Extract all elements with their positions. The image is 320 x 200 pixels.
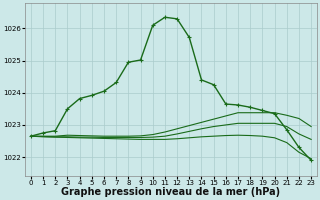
X-axis label: Graphe pression niveau de la mer (hPa): Graphe pression niveau de la mer (hPa) [61,187,281,197]
